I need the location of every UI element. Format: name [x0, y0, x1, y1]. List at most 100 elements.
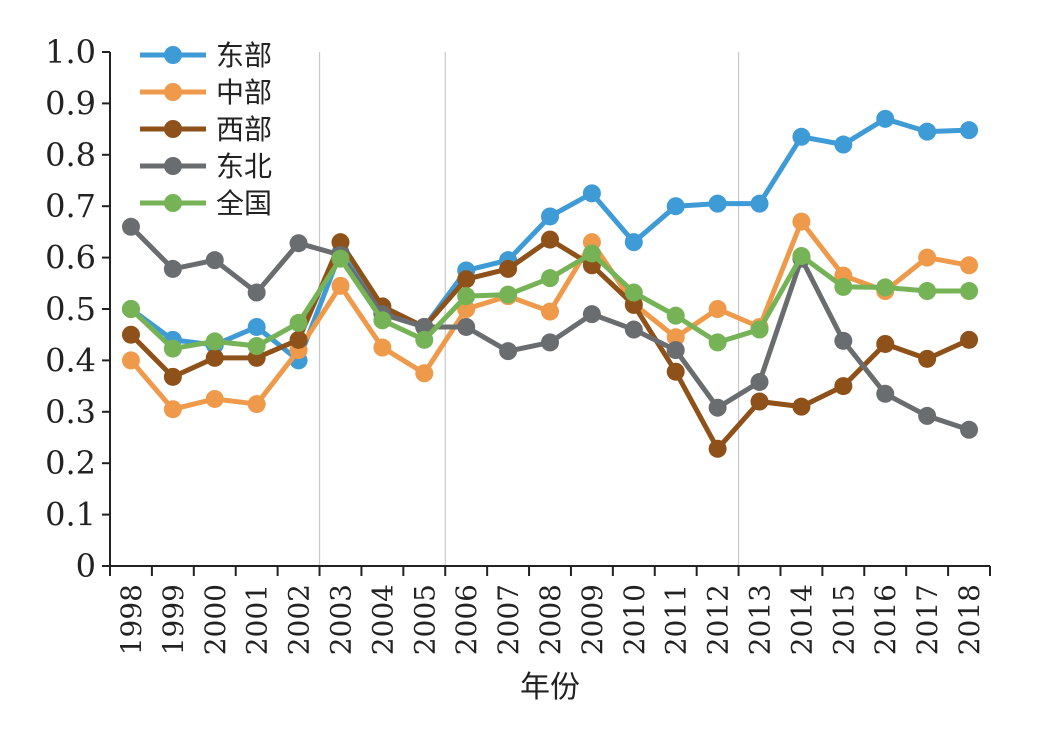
legend-item: 西部 — [140, 113, 272, 146]
data-point — [457, 287, 476, 306]
y-tick-label: 0 — [76, 547, 96, 585]
data-point — [121, 217, 140, 236]
data-point — [499, 285, 518, 304]
x-tick-label: 1998 — [115, 584, 148, 655]
data-point — [876, 334, 895, 353]
data-point — [792, 397, 811, 416]
data-point — [750, 320, 769, 339]
y-axis-ticks: 0 0.1 0.2 0.3 0.4 0.5 0.6 0.7 0.8 0.9 1.0 — [45, 33, 110, 585]
legend-item: 东北 — [140, 150, 272, 183]
legend-label: 全国 — [216, 187, 272, 220]
data-point — [918, 282, 937, 301]
x-tick-label: 2007 — [492, 584, 525, 655]
data-point — [834, 377, 853, 396]
x-tick-label: 2013 — [744, 584, 777, 655]
data-point — [876, 278, 895, 297]
data-point — [121, 300, 140, 318]
y-tick-label: 0.8 — [45, 136, 96, 174]
legend-swatch-marker — [164, 83, 182, 101]
data-point — [541, 207, 559, 226]
x-tick-label: 2011 — [660, 584, 693, 655]
data-point — [792, 212, 811, 231]
data-point — [666, 197, 685, 216]
data-point — [415, 330, 434, 349]
legend-label: 中部 — [216, 76, 272, 109]
data-point — [708, 439, 727, 458]
data-point — [666, 341, 685, 360]
data-point — [415, 317, 434, 336]
y-tick-label: 0.7 — [45, 187, 96, 225]
y-tick-label: 0.2 — [45, 444, 96, 482]
x-axis-title: 年份 — [520, 670, 580, 705]
data-point — [121, 325, 140, 344]
x-tick-label: 2004 — [366, 584, 399, 655]
data-point — [415, 364, 434, 383]
x-tick-label: 2000 — [199, 584, 232, 655]
data-point — [541, 269, 559, 288]
data-point — [918, 248, 937, 267]
legend-label: 西部 — [216, 113, 272, 146]
data-point — [205, 348, 224, 367]
legend-swatch-marker — [164, 194, 182, 212]
data-point — [247, 283, 266, 302]
data-point — [499, 259, 518, 278]
data-point — [624, 233, 643, 252]
y-tick-label: 0.5 — [45, 290, 96, 328]
data-point — [289, 234, 308, 253]
data-point — [666, 362, 685, 381]
data-point — [457, 300, 476, 318]
legend-label: 东北 — [216, 150, 272, 183]
data-point — [876, 109, 895, 128]
data-point — [541, 333, 559, 352]
legend-item: 中部 — [140, 76, 272, 109]
data-point — [289, 313, 308, 332]
data-point — [541, 302, 559, 321]
data-point — [331, 276, 350, 295]
data-point — [247, 395, 266, 414]
data-point — [750, 194, 769, 213]
data-point — [331, 233, 350, 252]
data-point — [708, 398, 727, 417]
legend-swatch-marker — [164, 157, 182, 175]
data-point — [834, 135, 853, 154]
data-point — [121, 351, 140, 370]
x-tick-label: 2012 — [702, 584, 735, 655]
data-point — [708, 333, 727, 352]
x-tick-label: 2014 — [785, 584, 818, 655]
data-point — [205, 332, 224, 351]
data-point — [541, 230, 559, 249]
data-point — [373, 311, 392, 330]
x-tick-label: 2005 — [408, 584, 441, 655]
data-point — [499, 342, 518, 361]
data-point — [792, 247, 811, 266]
x-tick-label: 2017 — [911, 584, 944, 655]
data-point — [876, 384, 895, 403]
data-point — [960, 420, 979, 439]
data-point — [457, 270, 476, 289]
data-point — [708, 300, 727, 318]
legend-swatch-marker — [164, 46, 182, 64]
data-point — [289, 330, 308, 349]
x-tick-label: 2010 — [618, 584, 651, 655]
data-point — [163, 339, 182, 358]
x-tick-label: 2008 — [534, 584, 567, 655]
data-point — [918, 406, 937, 425]
data-point — [918, 349, 937, 368]
x-tick-label: 2009 — [576, 584, 609, 655]
data-point — [205, 251, 224, 270]
y-tick-label: 1.0 — [45, 33, 96, 71]
x-tick-label: 1999 — [157, 584, 190, 655]
legend-item: 东部 — [140, 39, 272, 72]
data-point — [918, 122, 937, 141]
data-point — [163, 367, 182, 386]
y-tick-label: 0.9 — [45, 84, 96, 122]
data-point — [960, 121, 979, 140]
x-tick-label: 2015 — [827, 584, 860, 655]
data-point — [750, 372, 769, 391]
data-point — [666, 306, 685, 325]
data-point — [582, 184, 601, 203]
data-point — [708, 194, 727, 213]
data-point — [331, 249, 350, 268]
data-point — [960, 256, 979, 275]
